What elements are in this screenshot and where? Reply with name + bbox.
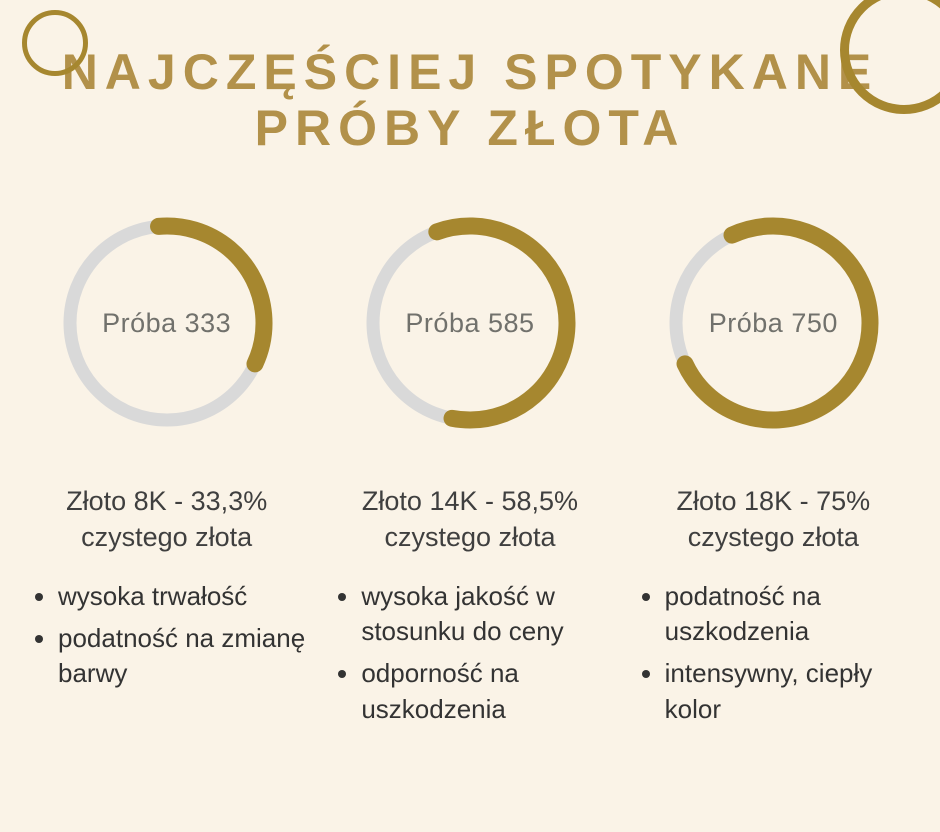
donut-svg-333 xyxy=(61,217,273,429)
caption-line-2: czystego złota xyxy=(687,521,859,552)
donut-svg-750 xyxy=(667,217,879,429)
column-caption: Złoto 8K - 33,3% czystego złota xyxy=(28,484,305,555)
bullet-list: podatność na uszkodzenia intensywny, cie… xyxy=(635,579,912,726)
column-caption: Złoto 14K - 58,5% czystego złota xyxy=(331,484,608,555)
page-title-line-1: NAJCZĘŚCIEJ SPOTYKANE xyxy=(61,44,879,100)
donut-gold-arc xyxy=(364,217,576,429)
caption-line-1: Złoto 18K - 75% xyxy=(676,486,871,516)
donut-chart-750: Próba 750 xyxy=(658,208,888,438)
caption-line-1: Złoto 8K - 33,3% xyxy=(66,486,268,516)
column-proba-333: Próba 333 Złoto 8K - 33,3% czystego złot… xyxy=(28,208,305,734)
donut-label: Próba 750 xyxy=(708,307,838,338)
donut-svg-585 xyxy=(364,217,576,429)
bullet-item: wysoka trwałość xyxy=(58,579,305,614)
caption-line-2: czystego złota xyxy=(384,521,556,552)
caption-line-1: Złoto 14K - 58,5% xyxy=(361,486,579,516)
donut-label: Próba 585 xyxy=(405,307,535,338)
donut-gold-arc xyxy=(667,217,879,429)
column-caption: Złoto 18K - 75% czystego złota xyxy=(635,484,912,555)
bullet-list: wysoka jakość w stosunku do ceny odporno… xyxy=(331,579,608,726)
columns-row: Próba 333 Złoto 8K - 33,3% czystego złot… xyxy=(28,208,912,734)
page-title-line-2: PRÓBY ZŁOTA xyxy=(254,100,686,156)
column-proba-750: Próba 750 Złoto 18K - 75% czystego złota… xyxy=(635,208,912,734)
bullet-item: intensywny, ciepły kolor xyxy=(665,656,912,726)
bullet-list: wysoka trwałość podatność na zmianę barw… xyxy=(28,579,305,691)
decorative-ring-top-left-icon xyxy=(22,10,88,76)
bullet-item: wysoka jakość w stosunku do ceny xyxy=(361,579,608,649)
gold-purity-infographic: NAJCZĘŚCIEJ SPOTYKANE PRÓBY ZŁOTA Próba … xyxy=(0,0,940,734)
bullet-item: odporność na uszkodzenia xyxy=(361,656,608,726)
page-title: NAJCZĘŚCIEJ SPOTYKANE PRÓBY ZŁOTA xyxy=(16,44,924,156)
donut-chart-585: Próba 585 xyxy=(355,208,585,438)
bullet-item: podatność na zmianę barwy xyxy=(58,621,305,691)
caption-line-2: czystego złota xyxy=(81,521,253,552)
decorative-ring-top-right-icon xyxy=(840,0,940,114)
donut-gold-arc xyxy=(61,217,273,429)
donut-chart-333: Próba 333 xyxy=(52,208,282,438)
donut-label: Próba 333 xyxy=(102,307,232,338)
column-proba-585: Próba 585 Złoto 14K - 58,5% czystego zło… xyxy=(331,208,608,734)
bullet-item: podatność na uszkodzenia xyxy=(665,579,912,649)
